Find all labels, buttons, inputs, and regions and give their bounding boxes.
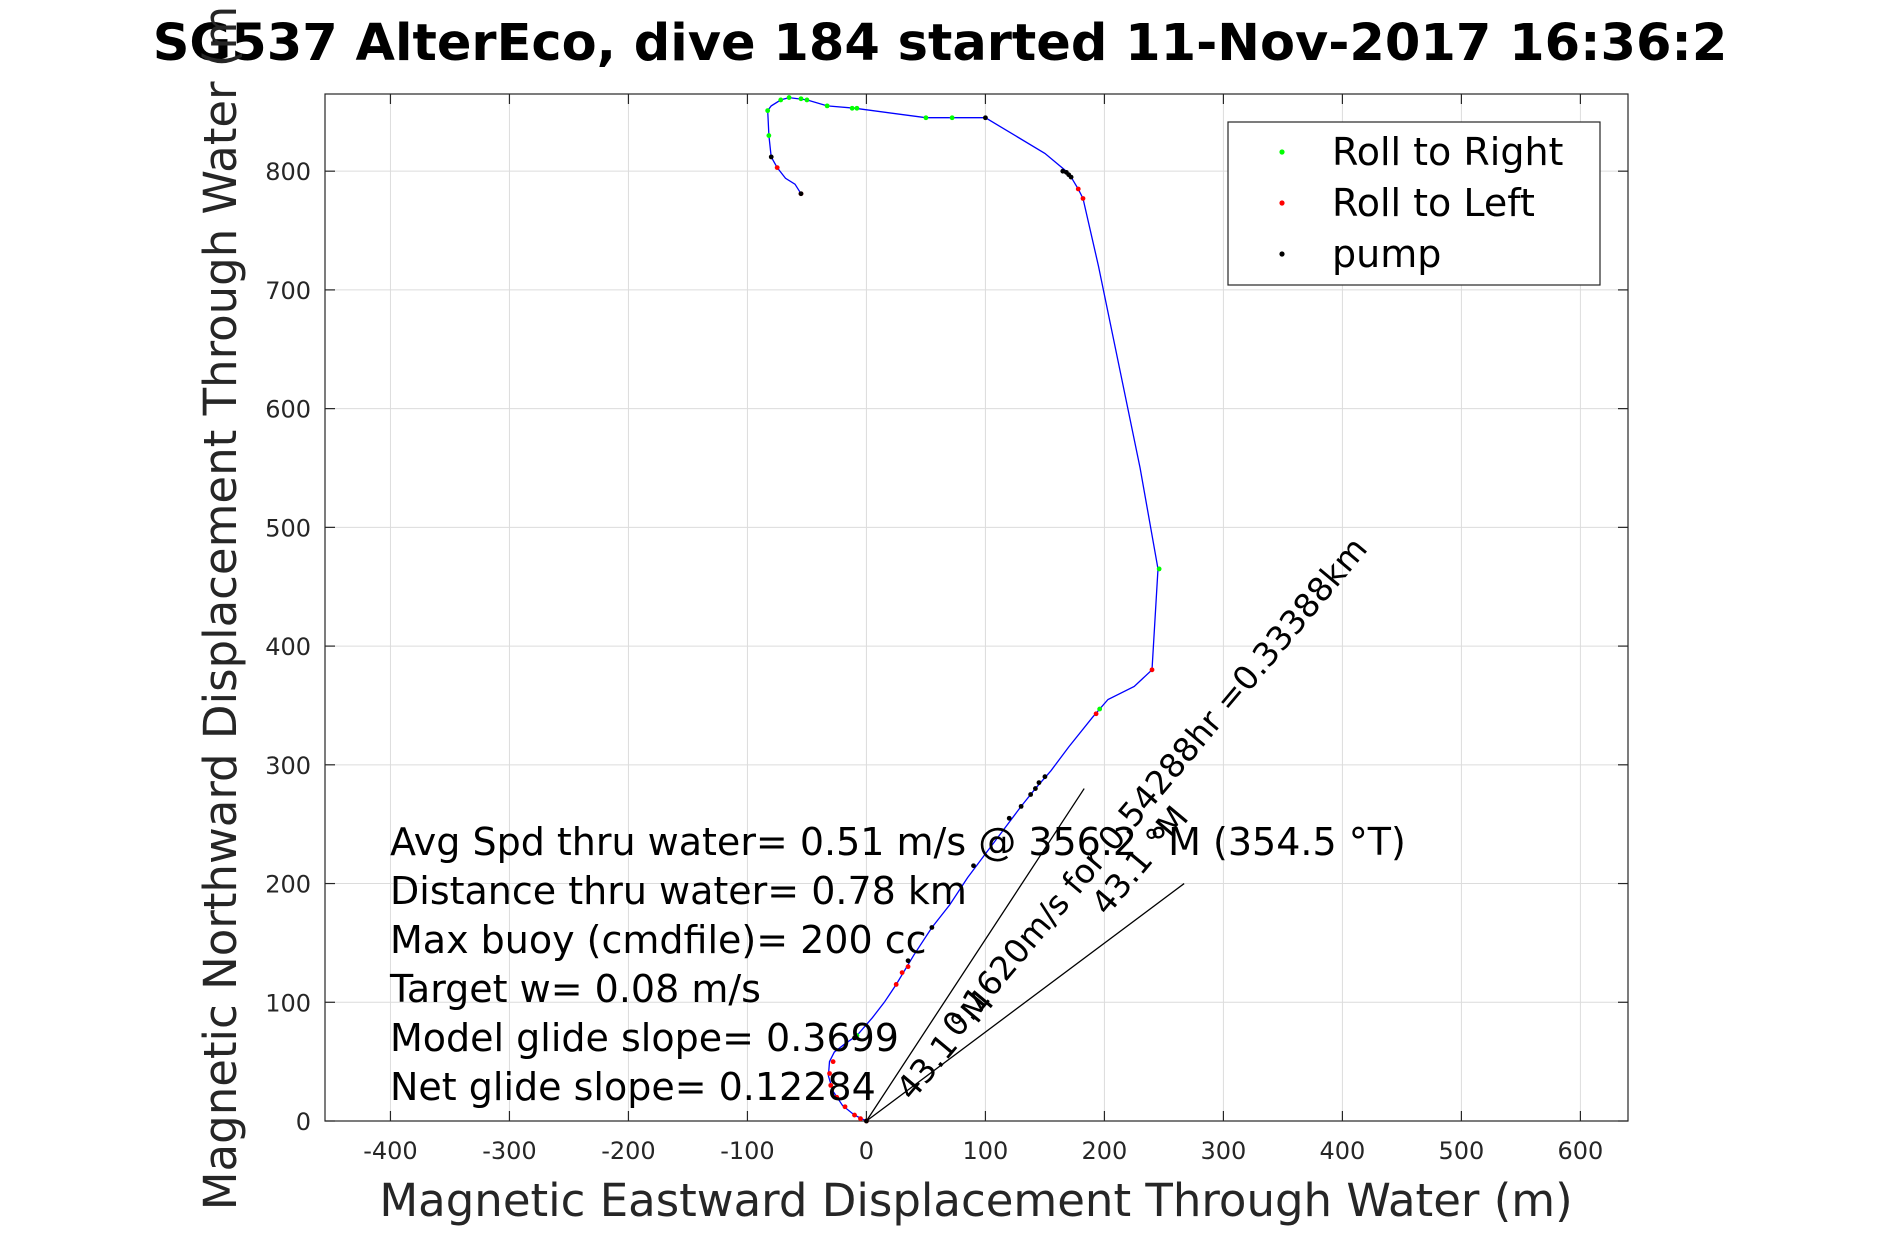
roll-right-point — [766, 133, 772, 138]
roll-left-point — [1093, 711, 1099, 717]
roll-right-point — [778, 97, 784, 103]
roll-left-point — [842, 1104, 848, 1110]
roll-right-point — [804, 97, 810, 103]
axis-ticks: -400 -300 -200 -100 0 100 200 300 400 500 600 0 100 2… — [265, 94, 1628, 1165]
stats-line: Net glide slope= 0.12284 — [390, 1065, 876, 1109]
current-vectors — [865, 788, 1185, 1122]
pump-point — [905, 958, 911, 964]
chart-title: SG537 AlterEco, dive 184 started 11-Nov-… — [153, 14, 1728, 73]
legend-label: Roll to Right — [1332, 130, 1563, 174]
pump-point — [1033, 786, 1038, 791]
roll-right-point — [1097, 706, 1103, 712]
pump-point — [798, 191, 804, 197]
vector-line — [865, 788, 1085, 1122]
roll-left-point — [827, 1071, 832, 1076]
pump-point — [1006, 815, 1012, 821]
pump-point — [1036, 780, 1042, 786]
roll-left-point — [899, 970, 905, 975]
legend-marker — [1279, 200, 1285, 206]
roll-left-point — [1149, 667, 1155, 673]
y-tick-label: 500 — [265, 514, 311, 542]
pump-point — [768, 154, 774, 160]
y-tick-label: 300 — [265, 752, 311, 780]
plot-area-frame — [324, 93, 1629, 1122]
y-tick-label: 0 — [296, 1108, 311, 1136]
legend-label: Roll to Left — [1332, 181, 1535, 225]
roll-left-point — [1080, 196, 1086, 201]
legend-items: Roll to Right Roll to Left pump — [1279, 130, 1563, 276]
roll-right-point — [765, 108, 771, 114]
pump-point — [1018, 803, 1024, 809]
y-tick-label: 600 — [265, 396, 311, 424]
pump-point — [1028, 792, 1034, 797]
roll-left-point — [905, 964, 911, 970]
x-tick-label: -400 — [363, 1137, 417, 1165]
data-markers — [765, 95, 1162, 1124]
roll-left-point — [1075, 186, 1081, 192]
roll-right-point — [1156, 566, 1162, 572]
roll-left-point — [828, 1082, 834, 1088]
x-tick-label: 500 — [1439, 1137, 1485, 1165]
x-tick-label: -200 — [601, 1137, 655, 1165]
roll-right-point — [854, 105, 860, 111]
roll-right-point — [798, 96, 804, 102]
x-tick-label: 300 — [1201, 1137, 1247, 1165]
pump-point — [1068, 174, 1074, 180]
roll-left-point — [858, 1116, 863, 1122]
y-tick-label: 200 — [265, 871, 311, 899]
y-tick-label: 700 — [265, 277, 311, 305]
roll-left-point — [774, 165, 780, 171]
roll-right-point — [786, 95, 792, 100]
roll-right-point — [949, 115, 955, 121]
pump-point — [983, 115, 988, 121]
x-tick-label: 100 — [963, 1137, 1009, 1165]
y-tick-label: 800 — [265, 158, 311, 186]
stats-line: Max buoy (cmdfile)= 200 cc — [390, 918, 927, 962]
roll-left-point — [834, 1094, 840, 1100]
vector-line — [866, 883, 1185, 1122]
x-tick-label: 0 — [859, 1137, 874, 1165]
y-tick-label: 100 — [265, 989, 311, 1017]
roll-left-point — [830, 1059, 836, 1065]
legend-label: pump — [1332, 232, 1441, 276]
pump-point — [852, 1035, 857, 1041]
legend-marker — [1279, 251, 1285, 257]
roll-right-point — [923, 115, 929, 121]
legend: Roll to Right Roll to Left pump — [1227, 121, 1601, 286]
x-tick-label: 400 — [1320, 1137, 1366, 1165]
x-tick-label: -300 — [482, 1137, 536, 1165]
roll-right-point — [824, 103, 830, 109]
stats-line: Distance thru water= 0.78 km — [390, 869, 967, 913]
legend-box — [1227, 121, 1601, 286]
x-tick-label: 200 — [1082, 1137, 1128, 1165]
stats-line: Avg Spd thru water= 0.51 m/s @ 356.2 °M … — [390, 820, 1406, 864]
x-tick-label: -100 — [720, 1137, 774, 1165]
legend-marker — [1279, 149, 1285, 155]
stats-annotations: Avg Spd thru water= 0.51 m/s @ 356.2 °M … — [389, 820, 1406, 1109]
pump-point — [929, 925, 935, 930]
roll-left-point — [852, 1112, 857, 1118]
pump-point — [864, 1118, 869, 1124]
stats-line: Model glide slope= 0.3699 — [390, 1016, 899, 1060]
x-axis-label: Magnetic Eastward Displacement Through W… — [379, 1174, 1572, 1227]
pump-point — [1042, 774, 1048, 780]
y-axis-label: Magnetic Northward Displacement Through … — [194, 6, 247, 1211]
stats-line: Target w= 0.08 m/s — [389, 967, 761, 1011]
x-tick-label: 600 — [1557, 1137, 1603, 1165]
roll-left-point — [893, 982, 899, 987]
y-tick-label: 400 — [265, 633, 311, 661]
roll-right-point — [849, 105, 855, 111]
pump-point — [971, 863, 976, 869]
